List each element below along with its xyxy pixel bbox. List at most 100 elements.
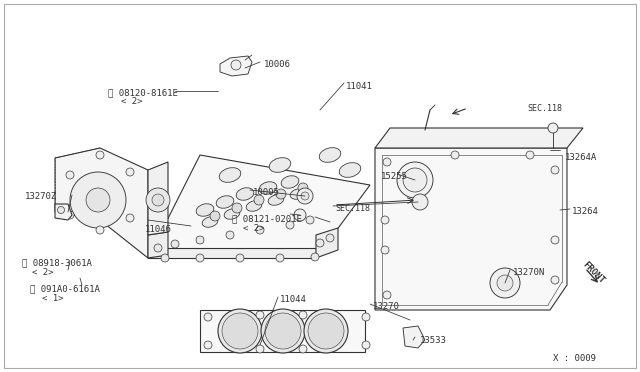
Circle shape [276,254,284,262]
Polygon shape [220,56,252,76]
Circle shape [299,311,307,319]
Text: 13264A: 13264A [565,153,597,162]
Circle shape [66,171,74,179]
Text: 10005: 10005 [253,188,280,197]
Circle shape [306,216,314,224]
Circle shape [299,345,307,353]
Polygon shape [148,248,316,258]
Circle shape [171,240,179,248]
Circle shape [397,162,433,198]
Ellipse shape [281,176,299,188]
Circle shape [304,309,348,353]
Text: 11041: 11041 [346,82,373,91]
Circle shape [308,313,344,349]
Circle shape [196,236,204,244]
Circle shape [497,275,513,291]
Circle shape [301,192,309,200]
Ellipse shape [339,163,361,177]
Text: 11044: 11044 [280,295,307,304]
Ellipse shape [236,188,254,200]
Text: Ⓝ 08918-3061A: Ⓝ 08918-3061A [22,258,92,267]
Circle shape [256,226,264,234]
Text: FRONT: FRONT [581,260,606,285]
Circle shape [362,341,370,349]
Circle shape [261,309,305,353]
Text: Ⓑ 08121-0201E: Ⓑ 08121-0201E [232,214,302,223]
Circle shape [86,188,110,212]
Polygon shape [148,155,370,258]
Polygon shape [55,204,72,220]
Circle shape [126,168,134,176]
Text: 10006: 10006 [264,60,291,69]
Circle shape [66,211,74,219]
Circle shape [451,151,459,159]
Circle shape [490,268,520,298]
Ellipse shape [268,195,284,205]
Circle shape [256,311,264,319]
Ellipse shape [290,189,306,199]
Polygon shape [316,228,338,258]
Circle shape [412,194,428,210]
Text: SEC.118: SEC.118 [335,204,370,213]
Circle shape [326,234,334,242]
Text: X : 0009: X : 0009 [553,354,596,363]
Circle shape [265,313,301,349]
Circle shape [226,231,234,239]
Circle shape [146,188,170,212]
Text: 15255: 15255 [381,172,408,181]
Text: 13533: 13533 [420,336,447,345]
Ellipse shape [202,217,218,227]
Circle shape [96,151,104,159]
Circle shape [551,236,559,244]
Ellipse shape [224,209,240,219]
Polygon shape [403,326,425,348]
Circle shape [403,168,427,192]
Text: < 1>: < 1> [42,294,63,303]
Circle shape [276,189,286,199]
Circle shape [161,254,169,262]
Circle shape [548,123,558,133]
Circle shape [222,313,258,349]
Circle shape [298,183,308,193]
Circle shape [383,291,391,299]
Text: < 2>: < 2> [243,224,264,233]
Circle shape [526,151,534,159]
Circle shape [210,211,220,221]
Circle shape [551,276,559,284]
Text: < 2>: < 2> [32,268,54,277]
Polygon shape [55,148,148,258]
Circle shape [70,172,126,228]
Ellipse shape [319,148,340,162]
Circle shape [204,341,212,349]
Text: 13270: 13270 [373,302,400,311]
Circle shape [311,253,319,261]
Circle shape [294,209,306,221]
Text: < 2>: < 2> [121,97,143,106]
Circle shape [256,345,264,353]
Circle shape [551,166,559,174]
Polygon shape [375,148,567,310]
Ellipse shape [269,158,291,172]
Text: SEC.118: SEC.118 [527,104,562,113]
Circle shape [381,216,389,224]
Text: Ⓢ 091A0-6161A: Ⓢ 091A0-6161A [30,284,100,293]
Circle shape [236,254,244,262]
Circle shape [381,246,389,254]
Circle shape [362,313,370,321]
Text: Ⓑ 08120-8161E: Ⓑ 08120-8161E [108,88,178,97]
Circle shape [383,158,391,166]
Polygon shape [148,232,168,258]
Circle shape [196,254,204,262]
Text: 13270Z: 13270Z [25,192,57,201]
Ellipse shape [216,196,234,208]
Text: 13270N: 13270N [513,268,545,277]
Polygon shape [200,310,365,352]
Ellipse shape [259,182,277,194]
Circle shape [126,214,134,222]
Circle shape [231,60,241,70]
Circle shape [232,203,242,213]
Text: 13264: 13264 [572,207,599,216]
Polygon shape [375,128,583,148]
Circle shape [316,239,324,247]
Polygon shape [148,162,168,235]
